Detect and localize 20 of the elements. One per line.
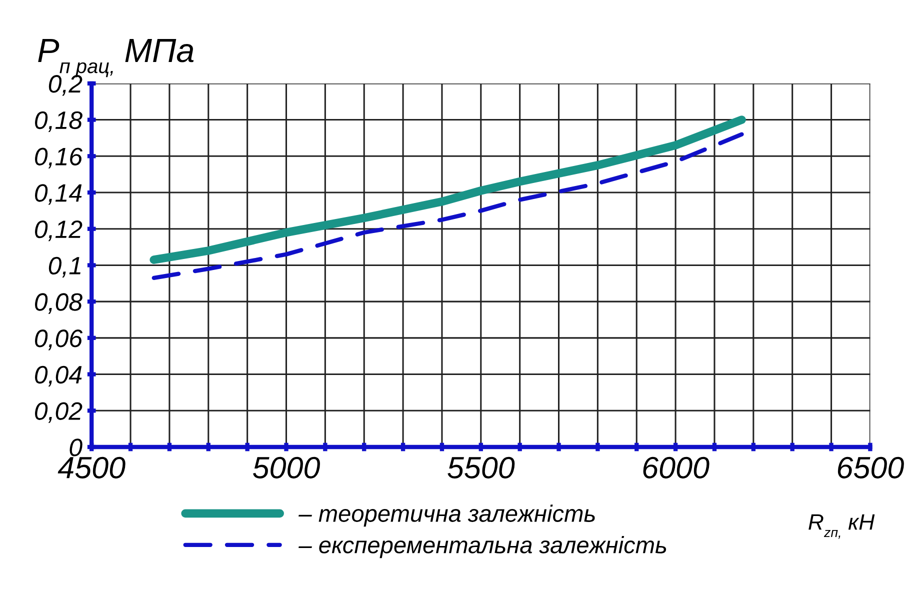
x-tick-label: 6000 xyxy=(643,456,710,478)
x-axis-title: Rzп, кН xyxy=(808,514,875,539)
legend-label: – теоретична залежність xyxy=(298,504,595,527)
legend-label: – експерементальна залежність xyxy=(298,536,666,558)
y-tick-label: 0 xyxy=(70,438,82,456)
y-tick-label: 0,12 xyxy=(35,220,82,242)
y-tick-label: 0,14 xyxy=(35,184,82,205)
x-tick-label: 4500 xyxy=(58,456,126,478)
y-tick-label: 0,06 xyxy=(35,330,83,350)
y-tick-label: 0,16 xyxy=(35,148,83,168)
x-tick-label: 5500 xyxy=(448,456,515,478)
y-tick-label: 0,02 xyxy=(35,402,82,423)
y-tick-label: 0,18 xyxy=(35,111,82,132)
y-tick-label: 0,08 xyxy=(35,293,82,314)
y-tick-label: 0,1 xyxy=(48,256,80,278)
line-series xyxy=(152,132,744,280)
x-tick-label: 6500 xyxy=(838,456,904,478)
x-tick-label: 5000 xyxy=(252,456,320,478)
y-tick-label: 0,04 xyxy=(35,366,82,387)
y-tick-label: 0,2 xyxy=(48,75,82,96)
